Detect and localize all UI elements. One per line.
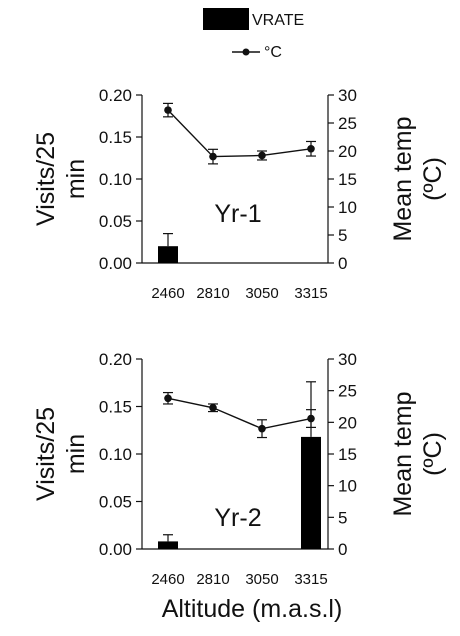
- bar: [301, 436, 321, 549]
- panel-label: Yr-1: [214, 200, 261, 228]
- right-tick-label: 10: [338, 477, 357, 496]
- left-tick-label: 0.00: [99, 254, 132, 273]
- temp-point: [209, 152, 217, 161]
- left-axis-title: Visits/25min: [32, 407, 90, 501]
- right-tick-label: 25: [338, 114, 357, 133]
- x-tick-label: 2460: [151, 571, 184, 588]
- right-axis-title-line: (ºC): [419, 157, 447, 201]
- temp-line: [167, 397, 312, 430]
- left-tick-label: 0.10: [99, 445, 132, 464]
- legend-bar-swatch: [203, 8, 249, 30]
- right-tick-label: 5: [338, 508, 347, 527]
- left-tick-label: 0.15: [99, 398, 132, 417]
- panel-yr2: 0.00 0.05 0.10 0.15 0.20 0 5 10 15 20 25 30 2460 2810…: [32, 350, 447, 588]
- left-axis-title-line: min: [62, 434, 90, 474]
- panel-label: Yr-2: [214, 504, 261, 532]
- left-tick-label: 0.10: [99, 170, 132, 189]
- right-tick-label: 0: [338, 254, 347, 273]
- temp-point: [164, 394, 172, 403]
- left-axis-title-line: Visits/25: [32, 407, 60, 501]
- right-tick-label: 20: [338, 142, 357, 161]
- left-axis-title-line: Visits/25: [32, 132, 60, 226]
- left-tick-label: 0.20: [99, 350, 132, 369]
- right-axis-title-line: Mean temp: [389, 116, 417, 241]
- temp-line: [167, 109, 312, 158]
- x-tick-label: 2810: [196, 285, 229, 302]
- panel-yr1: 0.00 0.05 0.10 0.15 0.20 0 5 10 15 20 25 30 2460 2810…: [32, 86, 447, 302]
- left-tick-label: 0.15: [99, 128, 132, 147]
- left-tick-label: 0.00: [99, 540, 132, 559]
- right-tick-label: 30: [338, 86, 357, 105]
- temp-point: [164, 106, 172, 114]
- temp-point: [209, 403, 217, 412]
- bar: [158, 246, 178, 263]
- x-tick-label: 3315: [294, 285, 327, 302]
- right-tick-label: 15: [338, 445, 357, 464]
- right-tick-label: 20: [338, 413, 357, 432]
- left-tick-label: 0.05: [99, 212, 132, 231]
- right-axis-title: Mean temp(ºC): [389, 116, 447, 241]
- temp-point: [258, 151, 266, 160]
- right-tick-label: 10: [338, 198, 357, 217]
- legend-bar-label: VRATE: [252, 12, 304, 29]
- x-tick-label: 3050: [245, 285, 278, 302]
- right-tick-label: 30: [338, 350, 357, 369]
- temp-point: [307, 144, 315, 153]
- right-axis-title: Mean temp(ºC): [389, 391, 447, 516]
- right-axis-title-line: (ºC): [419, 432, 447, 476]
- bar: [158, 541, 178, 549]
- right-tick-label: 15: [338, 170, 357, 189]
- left-axis-title: Visits/25min: [32, 132, 90, 226]
- temp-point: [258, 424, 266, 433]
- left-tick-label: 0.05: [99, 493, 132, 512]
- x-tick-label: 3050: [245, 571, 278, 588]
- left-axis-title-line: min: [62, 159, 90, 199]
- left-tick-label: 0.20: [99, 86, 132, 105]
- right-tick-label: 5: [338, 226, 347, 245]
- legend-line-marker: [242, 48, 250, 56]
- x-tick-label: 3315: [294, 571, 327, 588]
- right-tick-label: 25: [338, 382, 357, 401]
- legend-line-label: °C: [264, 44, 282, 61]
- x-tick-label: 2460: [151, 285, 184, 302]
- x-axis-label: Altitude (m.a.s.l): [162, 595, 343, 623]
- x-tick-label: 2810: [196, 571, 229, 588]
- right-axis-title-line: Mean temp: [389, 391, 417, 516]
- right-tick-label: 0: [338, 540, 347, 559]
- temp-point: [307, 414, 315, 423]
- legend: VRATE °C: [203, 8, 304, 61]
